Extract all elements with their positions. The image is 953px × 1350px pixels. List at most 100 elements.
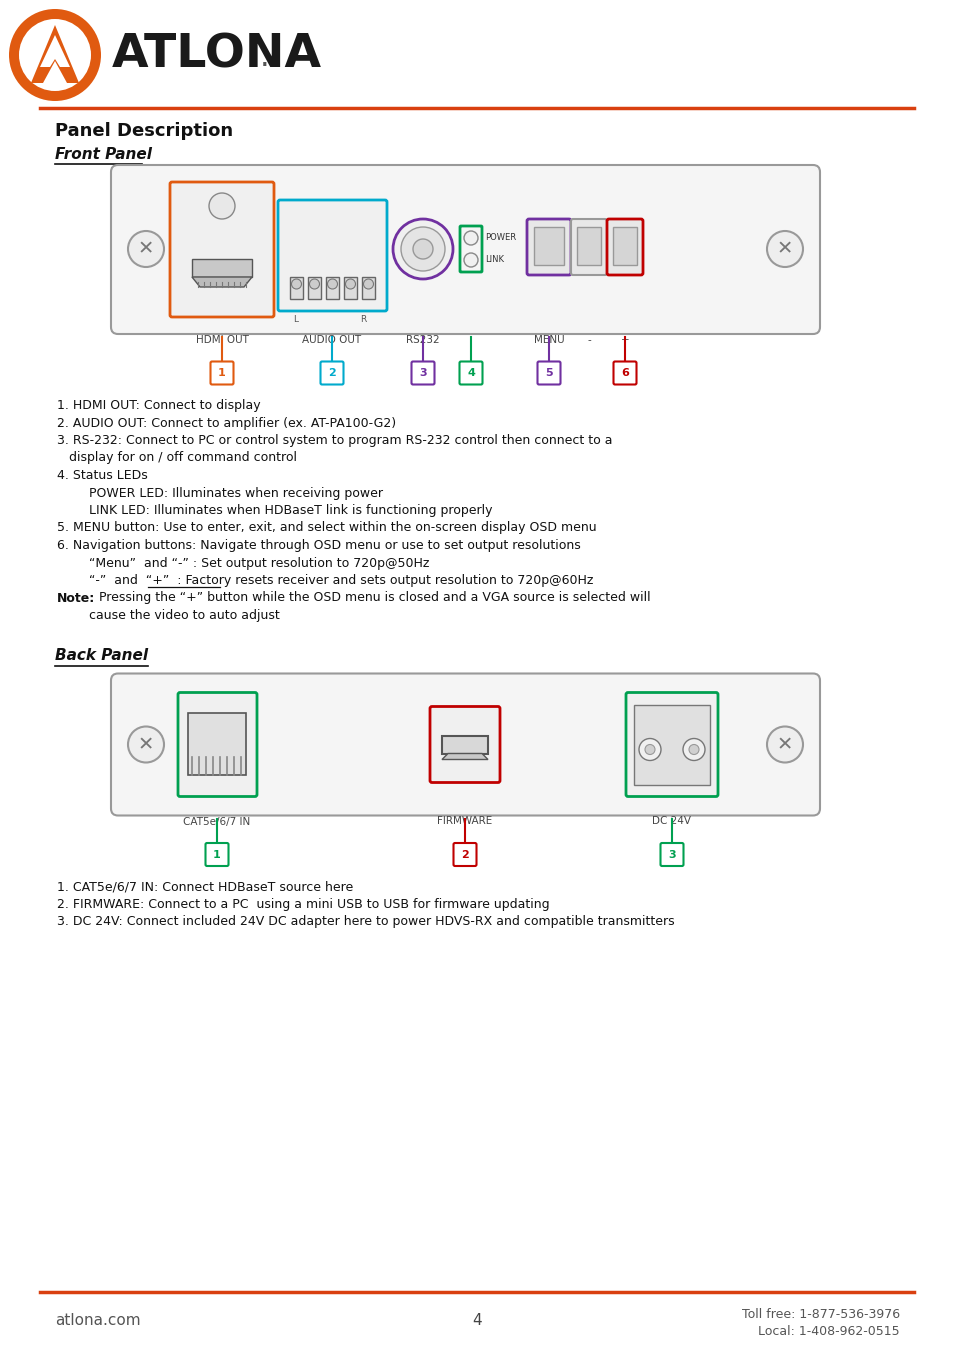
Text: AUDIO OUT: AUDIO OUT [302, 335, 361, 346]
FancyBboxPatch shape [211, 362, 233, 385]
Polygon shape [30, 26, 79, 82]
Text: cause the video to auto adjust: cause the video to auto adjust [57, 609, 279, 622]
Circle shape [393, 219, 453, 279]
Circle shape [688, 744, 699, 755]
Text: FIRMWARE: FIRMWARE [436, 817, 492, 826]
FancyBboxPatch shape [111, 165, 820, 333]
FancyBboxPatch shape [178, 693, 256, 796]
Text: 1. CAT5e/6/7 IN: Connect HDBaseT source here: 1. CAT5e/6/7 IN: Connect HDBaseT source … [57, 880, 353, 894]
Circle shape [128, 726, 164, 763]
Circle shape [327, 279, 337, 289]
Text: 5. MENU button: Use to enter, exit, and select within the on-screen display OSD : 5. MENU button: Use to enter, exit, and … [57, 521, 596, 535]
Text: LINK LED: Illuminates when HDBaseT link is functioning properly: LINK LED: Illuminates when HDBaseT link … [57, 504, 492, 517]
Text: ✕: ✕ [137, 734, 154, 755]
Text: ⊥: ⊥ [328, 207, 335, 216]
Text: Front Panel: Front Panel [55, 147, 152, 162]
Circle shape [644, 744, 655, 755]
Text: “-”  and  “+”  : Factory resets receiver and sets output resolution to 720p@60Hz: “-” and “+” : Factory resets receiver an… [57, 574, 593, 587]
Text: 3: 3 [418, 369, 426, 378]
Bar [613, 227, 637, 265]
Bar [308, 277, 320, 298]
Text: 3. RS-232: Connect to PC or control system to program RS-232 control then connec: 3. RS-232: Connect to PC or control syst… [57, 433, 612, 447]
Text: +: + [311, 207, 317, 216]
Ellipse shape [9, 9, 101, 101]
Text: Local: 1-408-962-0515: Local: 1-408-962-0515 [758, 1324, 899, 1338]
Text: “Menu”  and “-” : Set output resolution to 720p@50Hz: “Menu” and “-” : Set output resolution t… [57, 556, 429, 570]
Text: 1. HDMI OUT: Connect to display: 1. HDMI OUT: Connect to display [57, 400, 260, 412]
FancyBboxPatch shape [453, 842, 476, 865]
Text: -: - [586, 335, 590, 346]
Text: ATLONA: ATLONA [112, 32, 322, 77]
Text: Panel Description: Panel Description [55, 122, 233, 140]
Text: display for on / off command control: display for on / off command control [57, 451, 296, 464]
Text: .: . [260, 42, 270, 72]
Circle shape [682, 738, 704, 760]
Bar [634, 705, 709, 784]
Text: DC 24V: DC 24V [652, 817, 691, 826]
Circle shape [766, 231, 802, 267]
Bar [344, 277, 356, 298]
Text: Pressing the “+” button while the OSD menu is closed and a VGA source is selecte: Pressing the “+” button while the OSD me… [95, 591, 650, 605]
FancyBboxPatch shape [613, 362, 636, 385]
Circle shape [345, 279, 355, 289]
Text: Back Panel: Back Panel [55, 648, 148, 663]
Text: 4: 4 [472, 1314, 481, 1328]
Text: 3: 3 [667, 849, 675, 860]
Circle shape [639, 738, 660, 760]
Text: +: + [620, 335, 629, 346]
FancyBboxPatch shape [625, 693, 718, 796]
Text: MENU: MENU [533, 335, 564, 346]
Text: 1: 1 [213, 849, 221, 860]
Text: +: + [689, 701, 698, 710]
Bar [534, 227, 563, 265]
Text: +: + [346, 207, 353, 216]
Text: R: R [359, 315, 366, 324]
Ellipse shape [19, 19, 91, 90]
Polygon shape [40, 35, 70, 68]
Text: 4. Status LEDs: 4. Status LEDs [57, 468, 148, 482]
Text: -: - [647, 701, 651, 710]
Text: 3. DC 24V: Connect included 24V DC adapter here to power HDVS-RX and compatible : 3. DC 24V: Connect included 24V DC adapt… [57, 915, 674, 929]
Text: 1: 1 [218, 369, 226, 378]
Bar [290, 277, 303, 298]
Text: 2. AUDIO OUT: Connect to amplifier (ex. AT-PA100-G2): 2. AUDIO OUT: Connect to amplifier (ex. … [57, 417, 395, 429]
Circle shape [463, 231, 477, 244]
FancyBboxPatch shape [111, 674, 820, 815]
Text: Note:: Note: [57, 591, 95, 605]
FancyBboxPatch shape [659, 842, 682, 865]
Text: ✕: ✕ [776, 734, 792, 755]
FancyBboxPatch shape [430, 706, 499, 783]
Bar [577, 227, 600, 265]
Bar [326, 277, 338, 298]
Bar [188, 713, 246, 775]
Text: -: - [294, 207, 297, 216]
FancyBboxPatch shape [411, 362, 434, 385]
Bar [361, 277, 375, 298]
FancyBboxPatch shape [277, 200, 387, 310]
Text: atlona.com: atlona.com [55, 1314, 140, 1328]
Text: 2: 2 [460, 849, 468, 860]
Text: CAT5e/6/7 IN: CAT5e/6/7 IN [183, 817, 251, 826]
Text: 6. Navigation buttons: Navigate through OSD menu or use to set output resolution: 6. Navigation buttons: Navigate through … [57, 539, 580, 552]
Circle shape [363, 279, 374, 289]
Text: POWER: POWER [484, 234, 516, 243]
Circle shape [400, 227, 444, 271]
Circle shape [413, 239, 433, 259]
FancyBboxPatch shape [170, 182, 274, 317]
Text: 2. FIRMWARE: Connect to a PC  using a mini USB to USB for firmware updating: 2. FIRMWARE: Connect to a PC using a min… [57, 898, 549, 911]
Text: 2: 2 [328, 369, 335, 378]
Circle shape [209, 193, 234, 219]
Circle shape [128, 231, 164, 267]
Polygon shape [192, 277, 252, 288]
Bar [192, 259, 252, 277]
Text: ✕: ✕ [776, 239, 792, 258]
Text: ✕: ✕ [137, 239, 154, 258]
Text: LINK: LINK [484, 255, 503, 265]
FancyBboxPatch shape [459, 362, 482, 385]
Text: HDMI OUT: HDMI OUT [195, 335, 248, 346]
Text: -: - [366, 207, 369, 216]
Text: POWER LED: Illuminates when receiving power: POWER LED: Illuminates when receiving po… [57, 486, 382, 500]
Text: 4: 4 [467, 369, 475, 378]
FancyBboxPatch shape [205, 842, 229, 865]
Text: 5: 5 [544, 369, 552, 378]
